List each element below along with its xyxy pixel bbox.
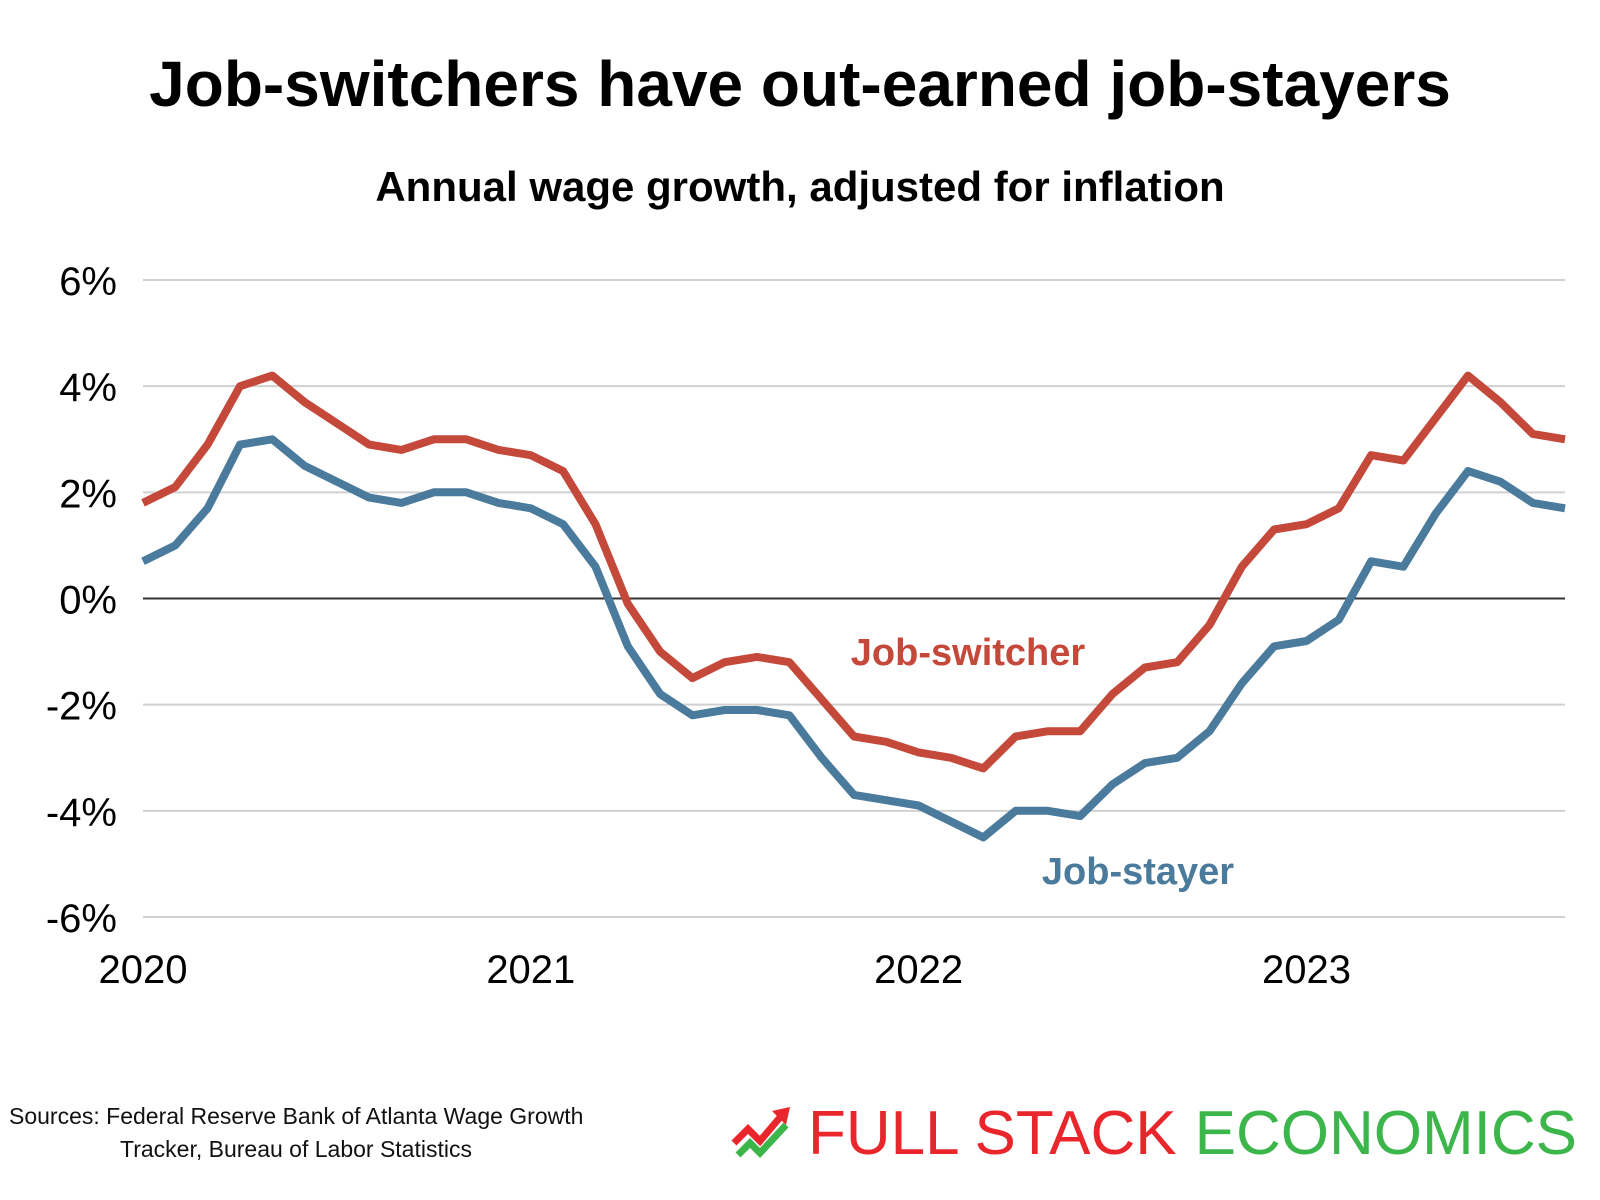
source-note: Sources: Federal Reserve Bank of Atlanta…: [9, 1100, 583, 1166]
y-tick-label: 2%: [59, 472, 117, 516]
label-job-stayer: Job-stayer: [1042, 851, 1234, 893]
y-tick-label: 0%: [59, 579, 117, 623]
y-tick-label: 4%: [59, 366, 117, 410]
x-axis-ticks: 2020 2021 2022 2023: [99, 948, 1351, 992]
line-chart: 6% 4% 2% 0% -2% -4% -6% 2020 2021 2022 2023 Job-s…: [46, 260, 1566, 992]
y-tick-label: -2%: [46, 685, 117, 729]
series-line-job-switcher: [141, 371, 1566, 773]
y-tick-label: -4%: [46, 791, 117, 835]
y-tick-label: -6%: [46, 897, 117, 941]
x-tick-label: 2023: [1262, 948, 1351, 992]
chart-title: Job-switchers have out-earned job-stayer…: [149, 48, 1451, 120]
brand-logo: FULL STACK ECONOMICS: [730, 1098, 1577, 1170]
series-lines: [141, 371, 1566, 842]
brand-word-economics: ECONOMICS: [1194, 1099, 1577, 1168]
source-line-2: Tracker, Bureau of Labor Statistics: [120, 1136, 472, 1162]
series-labels: Job-switcher Job-stayer: [851, 632, 1234, 893]
source-line-1: Sources: Federal Reserve Bank of Atlanta…: [9, 1103, 584, 1129]
series-line-job-stayer: [141, 435, 1566, 842]
brand-word-full-stack: FULL STACK: [808, 1099, 1177, 1168]
label-job-switcher: Job-switcher: [851, 632, 1086, 674]
x-tick-label: 2020: [99, 948, 188, 992]
y-tick-label: 6%: [59, 260, 117, 304]
x-tick-label: 2022: [874, 948, 963, 992]
x-tick-label: 2021: [486, 948, 575, 992]
trend-arrows-icon: [731, 1107, 790, 1159]
y-axis-ticks: 6% 4% 2% 0% -2% -4% -6%: [46, 260, 117, 941]
chart-subtitle: Annual wage growth, adjusted for inflati…: [375, 163, 1225, 210]
grid-lines: [143, 279, 1565, 918]
